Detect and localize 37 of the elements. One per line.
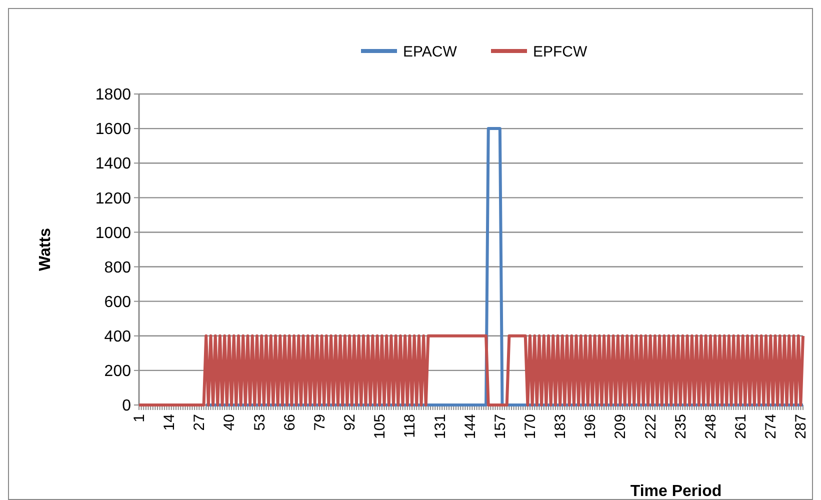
x-tick-label: 1 xyxy=(131,414,148,422)
x-tick-label: 118 xyxy=(402,414,419,438)
legend-label: EPFCW xyxy=(533,43,588,60)
x-tick-label: 287 xyxy=(792,414,810,440)
x-tick-label: 40 xyxy=(221,414,238,431)
x-tick-label: 157 xyxy=(492,414,509,440)
y-tick-label: 200 xyxy=(104,363,132,380)
y-tick-label: 800 xyxy=(104,259,132,276)
x-tick-label: 66 xyxy=(281,414,298,431)
y-tick-label: 600 xyxy=(104,294,132,311)
y-tick-label: 1400 xyxy=(95,156,132,173)
y-axis-title: Watts xyxy=(37,228,54,271)
x-tick-label: 79 xyxy=(311,414,328,431)
x-tick-label: 144 xyxy=(462,414,479,440)
x-tick-label: 92 xyxy=(342,414,359,431)
x-tick-label: 248 xyxy=(702,414,720,440)
x-tick-label: 27 xyxy=(191,414,208,431)
y-tick-label: 1600 xyxy=(95,121,132,138)
x-tick-label: 105 xyxy=(372,414,389,440)
x-tick-label: 131 xyxy=(432,414,449,440)
x-axis-title: Time Period xyxy=(630,483,722,500)
x-tick-label: 183 xyxy=(552,414,570,440)
x-tick-label: 209 xyxy=(612,414,630,440)
x-tick-label: 196 xyxy=(582,414,600,440)
x-tick-label: 261 xyxy=(732,414,750,440)
y-tick-label: 0 xyxy=(122,398,132,415)
legend-label: EPACW xyxy=(403,43,458,60)
x-tick-label: 222 xyxy=(642,414,660,440)
y-tick-label: 1200 xyxy=(95,190,132,208)
x-tick-label: 170 xyxy=(522,414,539,440)
x-tick-label: 274 xyxy=(762,414,780,440)
x-tick-label: 53 xyxy=(251,414,268,431)
y-tick-label: 1000 xyxy=(95,224,132,242)
y-tick-label: 1800 xyxy=(95,86,132,104)
x-tick-label: 14 xyxy=(161,414,178,431)
x-tick-label: 235 xyxy=(672,414,690,440)
y-tick-label: 400 xyxy=(104,328,132,346)
